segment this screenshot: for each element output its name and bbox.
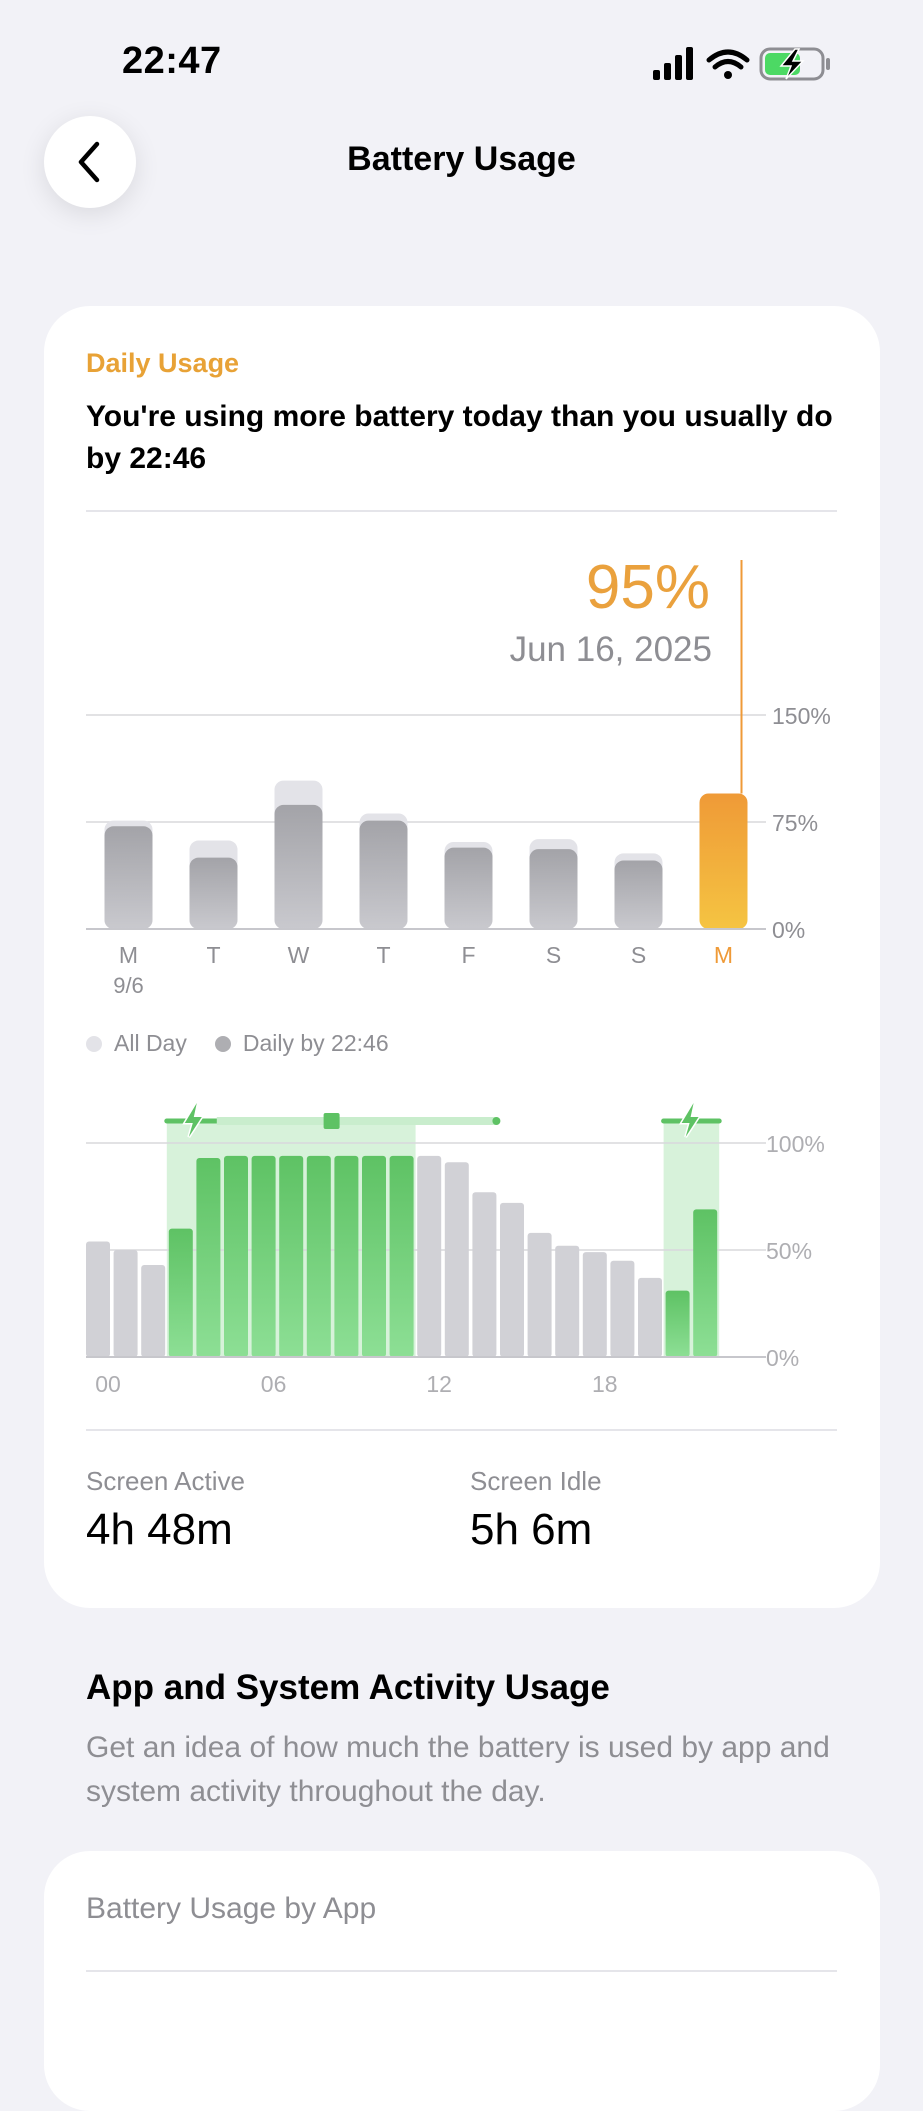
page-title: Battery Usage — [347, 140, 576, 178]
screen-active-value: 4h 48m — [86, 1505, 233, 1554]
status-time: 22:47 — [122, 40, 222, 82]
bar-hour — [417, 1155, 442, 1357]
legend-all-day-swatch — [86, 1035, 102, 1052]
divider — [86, 1429, 837, 1431]
divider — [86, 510, 837, 512]
y-tick-label: 50% — [766, 1238, 812, 1264]
x-tick-sublabel: 9/6 — [113, 973, 144, 998]
bar-daily — [529, 849, 578, 929]
activity-section-description: Get an idea of how much the battery is u… — [86, 1731, 830, 1808]
usage-headline: You're using more battery today than you… — [86, 400, 833, 475]
cellular-signal-icon — [653, 47, 693, 80]
bar-hour — [500, 1202, 524, 1357]
battery-usage-by-app-card — [44, 1851, 880, 2111]
battery-charging-icon — [759, 47, 830, 81]
y-tick-label: 0% — [766, 1345, 799, 1371]
x-tick-label: T — [206, 942, 220, 968]
x-tick-label: 12 — [426, 1371, 452, 1397]
bar-charging — [306, 1155, 331, 1357]
daily-usage-label: Daily Usage — [86, 348, 240, 378]
bar-hour — [527, 1232, 552, 1357]
bar-charging — [279, 1155, 304, 1357]
chart-legend: All Day Daily by 22:46 — [86, 1030, 417, 1057]
x-tick-label: 06 — [261, 1371, 287, 1397]
bar-hour — [444, 1162, 469, 1357]
x-tick-label: S — [546, 942, 561, 968]
legend-daily-by-swatch — [214, 1035, 231, 1052]
bar-daily — [359, 820, 408, 929]
screen-active-label: Screen Active — [86, 1466, 245, 1496]
y-tick-label: 75% — [772, 810, 818, 836]
charging-endpoint — [492, 1117, 501, 1125]
status-icons — [653, 47, 830, 81]
battery-usage-by-app-row[interactable]: Battery Usage by App — [86, 1892, 377, 1925]
chevron-left-icon — [78, 141, 100, 183]
bar-charging — [251, 1155, 276, 1357]
bar-hour — [141, 1264, 166, 1357]
back-button[interactable] — [44, 116, 136, 208]
bar-selected — [699, 793, 748, 929]
bar-hour — [86, 1241, 110, 1357]
bar-charging — [693, 1209, 718, 1357]
bar-daily — [614, 860, 663, 929]
activity-section-title: App and System Activity Usage — [86, 1668, 610, 1707]
bar-daily — [274, 804, 323, 929]
x-tick-label: W — [288, 942, 310, 968]
bar-charging — [665, 1290, 690, 1357]
charging-bolt-icon — [678, 1102, 702, 1138]
x-tick-label: M — [714, 942, 733, 968]
legend-daily-by-label: Daily by 22:46 — [242, 1030, 389, 1056]
screen-idle-value: 5h 6m — [470, 1505, 593, 1554]
bar-charging — [389, 1155, 414, 1357]
bar-charging — [362, 1155, 386, 1357]
x-tick-label: 00 — [95, 1371, 121, 1397]
bar-hour — [638, 1277, 662, 1357]
status-bar: 22:47 — [0, 0, 923, 110]
bar-hour — [582, 1252, 607, 1357]
legend-all-day: All Day — [86, 1030, 187, 1057]
selected-value: 95% — [585, 553, 710, 622]
x-tick-label: M — [119, 942, 138, 968]
bar-hour — [113, 1250, 138, 1357]
bar-hour — [555, 1245, 580, 1357]
hourly-battery-chart[interactable]: 100% 50% 0% 00 06 12 18 — [0, 0, 923, 1420]
selected-date: Jun 16, 2025 — [509, 630, 712, 669]
daily-usage-chart[interactable]: 150% 75% 0% M 9/6 T W T F S S M — [0, 0, 923, 1010]
y-tick-label: 100% — [766, 1131, 825, 1157]
daily-usage-card — [44, 306, 880, 1608]
x-tick-label: F — [461, 942, 475, 968]
bar-hour — [472, 1192, 497, 1357]
bar-daily — [444, 847, 493, 929]
bar-charging — [168, 1228, 193, 1357]
x-tick-label: S — [631, 942, 646, 968]
charging-marker — [323, 1113, 340, 1129]
bar-daily — [104, 826, 153, 929]
legend-daily-by: Daily by 22:46 — [214, 1030, 389, 1057]
bar-hour — [610, 1260, 635, 1357]
x-tick-label: T — [376, 942, 390, 968]
wifi-icon — [706, 49, 750, 79]
legend-all-day-label: All Day — [114, 1030, 187, 1056]
x-tick-label: 18 — [592, 1371, 618, 1397]
bar-charging — [196, 1157, 221, 1357]
y-tick-label: 150% — [772, 703, 831, 729]
bar-charging — [224, 1155, 248, 1357]
screen-idle-label: Screen Idle — [470, 1466, 602, 1496]
divider — [86, 1970, 837, 1972]
charging-bolt-icon — [182, 1102, 205, 1138]
bar-daily — [189, 857, 238, 929]
y-tick-label: 0% — [772, 917, 805, 943]
bar-charging — [334, 1155, 359, 1357]
